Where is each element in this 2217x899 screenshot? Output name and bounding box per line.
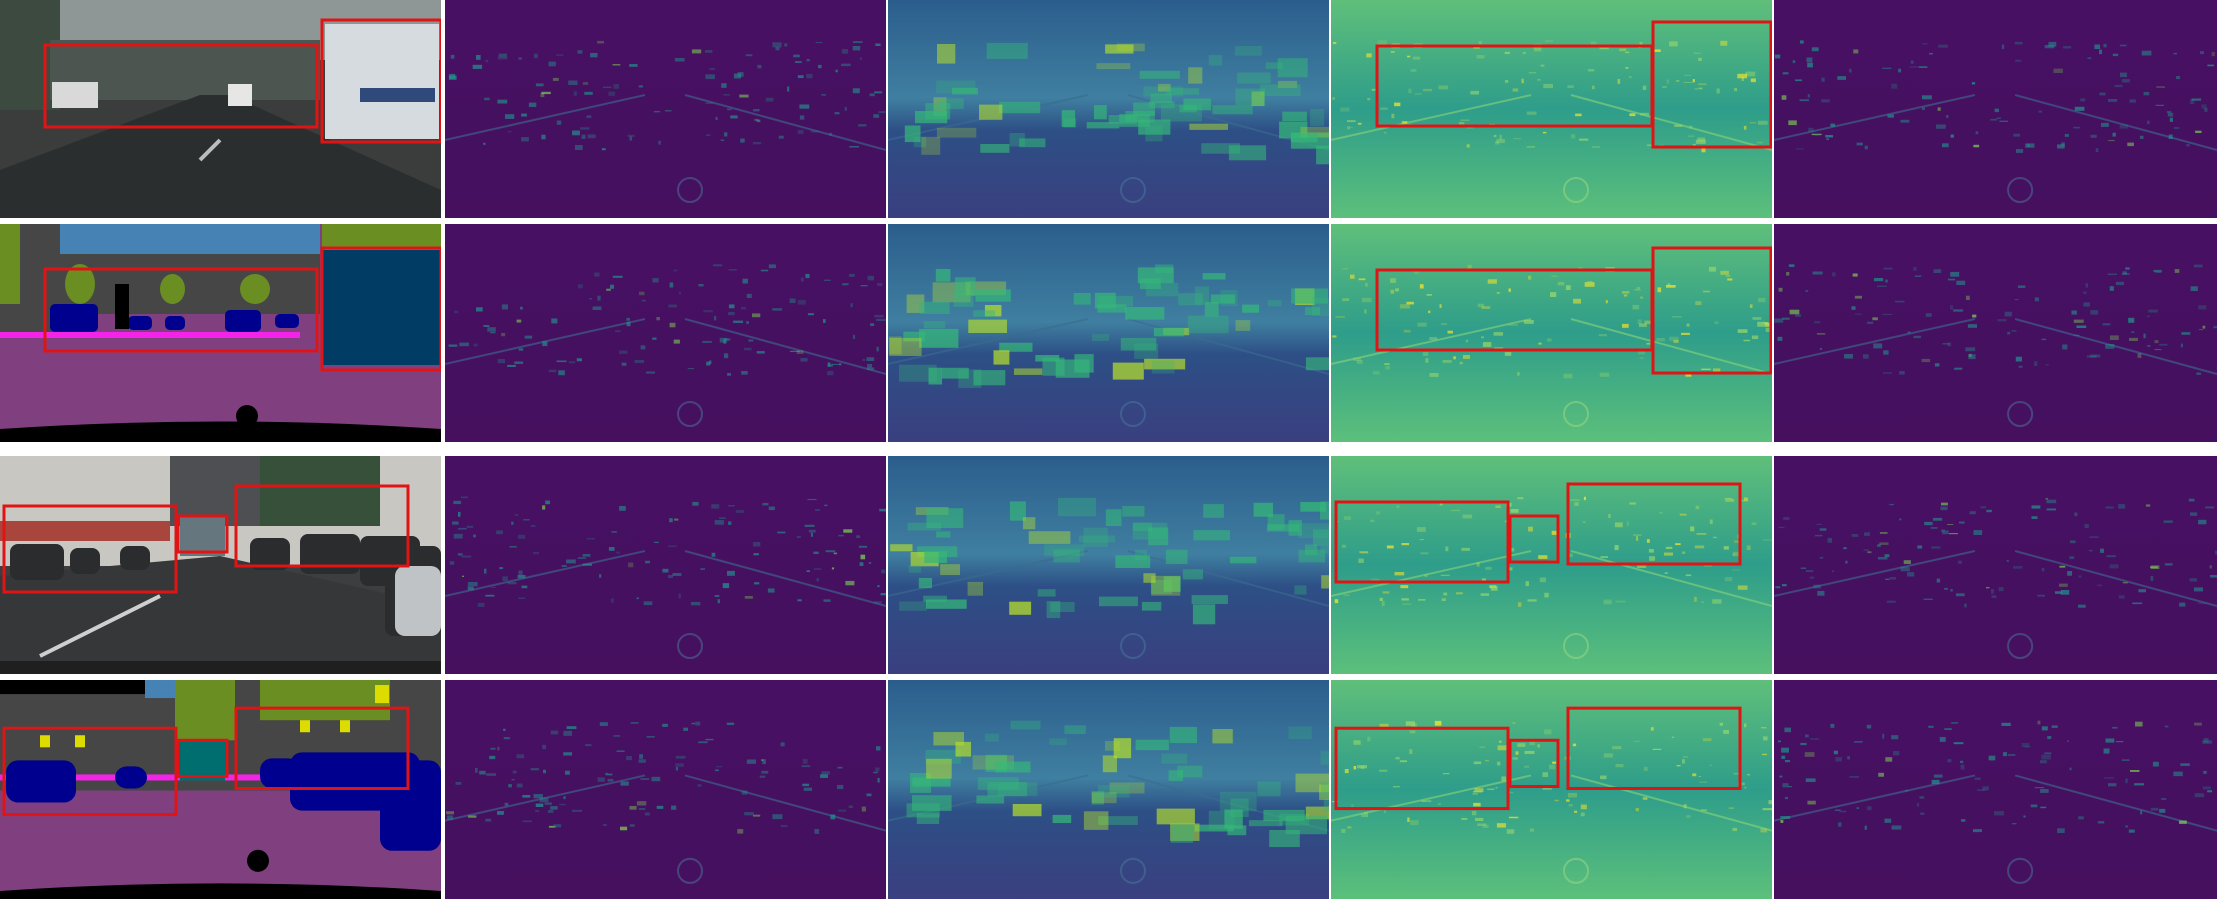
panel-row2-feature-map-4 (1774, 224, 2217, 442)
highlight-box (176, 738, 229, 778)
panel-row3-feature-map-4 (1774, 456, 2217, 674)
highlight-box (234, 484, 410, 568)
panel-row4-feature-map-2 (888, 680, 1329, 899)
block-separator (0, 447, 2217, 452)
panel-row3-feature-map-2 (888, 456, 1329, 674)
highlight-box (176, 514, 229, 554)
highlight-box (1566, 482, 1742, 566)
panel-row3-feature-map-1 (445, 456, 886, 674)
panel-row1-feature-map-2 (888, 0, 1329, 218)
panel-row4-feature-map-1 (445, 680, 886, 899)
highlight-box (1651, 20, 1772, 149)
highlight-box (2, 726, 178, 817)
highlight-box (1566, 706, 1742, 791)
highlight-box (320, 246, 441, 372)
panel-row3-feature-map-3 (1331, 456, 1772, 674)
panel-row3-input (0, 456, 441, 674)
panel-row1-feature-map-3 (1331, 0, 1772, 218)
highlight-box (1508, 738, 1560, 788)
panel-row4-input (0, 680, 441, 899)
panel-row2-feature-map-3 (1331, 224, 1772, 442)
highlight-box (2, 504, 178, 594)
highlight-box (1508, 514, 1560, 564)
panel-row1-feature-map-4 (1774, 0, 2217, 218)
panel-row2-input (0, 224, 441, 442)
highlight-box (1334, 726, 1510, 811)
panel-row4-feature-map-4 (1774, 680, 2217, 899)
highlight-box (1651, 246, 1772, 375)
panel-row1-input (0, 0, 441, 218)
panel-row2-feature-map-1 (445, 224, 886, 442)
highlight-box (234, 706, 410, 791)
panel-row1-feature-map-1 (445, 0, 886, 218)
highlight-box (1334, 500, 1510, 584)
highlight-box (43, 43, 319, 129)
highlight-box (320, 18, 441, 144)
panel-row4-feature-map-3 (1331, 680, 1772, 899)
panel-row2-feature-map-2 (888, 224, 1329, 442)
highlight-box (43, 267, 319, 353)
